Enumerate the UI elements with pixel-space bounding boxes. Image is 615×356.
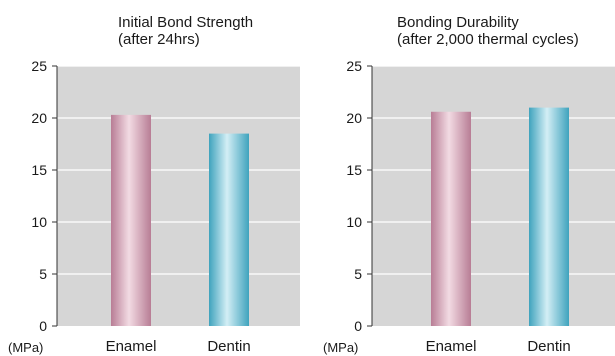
chart-title-line-1: Bonding Durability [397,14,519,31]
y-tick-label: 10 [31,214,47,230]
y-tick-label: 5 [354,266,362,282]
chart-title-line-2: (after 24hrs) [118,31,200,48]
chart-title-line-2: (after 2,000 thermal cycles) [397,31,579,48]
y-tick-label: 0 [39,318,47,334]
x-category-label: Dentin [527,338,570,355]
chart-bonding-durability: Bonding Durability (after 2,000 thermal … [315,0,615,356]
plot-background [57,66,300,326]
y-unit-label: (MPa) [323,340,358,355]
y-tick-label: 15 [346,162,362,178]
y-tick-label: 15 [31,162,47,178]
y-tick-label: 5 [39,266,47,282]
bar-enamel [111,114,151,326]
chart-title: Bonding Durability (after 2,000 thermal … [397,14,579,48]
chart-initial-bond-strength: Initial Bond Strength (after 24hrs) 0 5 10… [0,0,300,356]
bar-dentin [529,107,569,326]
y-tick-label: 0 [354,318,362,334]
plot-background [372,66,615,326]
bar-enamel [431,111,471,326]
y-unit-label: (MPa) [8,340,43,355]
y-tick-label: 25 [346,58,362,74]
y-tick-label: 25 [31,58,47,74]
x-category-label: Dentin [207,338,250,355]
bar-chart-svg: 0 5 10 15 20 25 Enamel Dentin (MPa) [323,58,615,355]
chart-title-line-1: Initial Bond Strength [118,14,254,31]
chart-title: Initial Bond Strength (after 24hrs) [118,14,253,48]
y-tick-label: 10 [346,214,362,230]
y-tick-label: 20 [346,110,362,126]
y-tick-label: 20 [31,110,47,126]
bar-dentin [209,133,249,326]
bar-chart-svg: 0 5 10 15 20 25 Enamel Dentin (MPa) [8,58,300,355]
x-category-label: Enamel [426,338,477,355]
x-category-label: Enamel [106,338,157,355]
